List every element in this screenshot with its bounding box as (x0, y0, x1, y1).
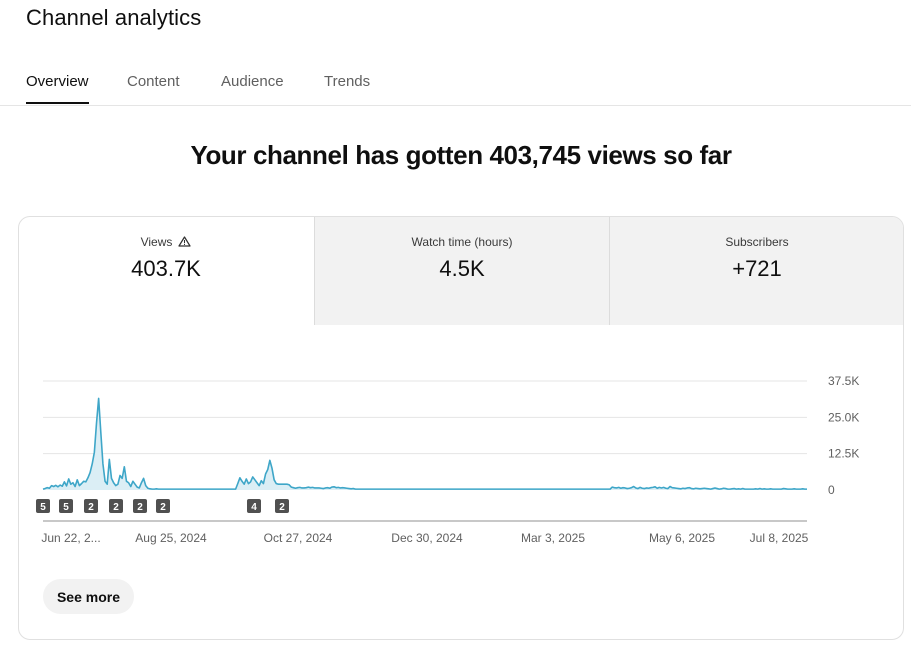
annotation-marker (59, 499, 73, 513)
annotation-marker-label: 5 (40, 502, 46, 513)
views-headline: Your channel has gotten 403,745 views so… (190, 140, 732, 170)
metric-subscribers[interactable]: Subscribers +721 (609, 217, 903, 325)
metric-views-value: 403.7K (131, 256, 201, 281)
annotation-marker (275, 499, 289, 513)
x-tick-label: Mar 3, 2025 (521, 531, 585, 545)
chart-grid (43, 380, 807, 522)
metric-views[interactable]: Views 403.7K (19, 217, 313, 325)
overview-card: Views 403.7K Watch time (hours) 4.5K Sub… (18, 216, 904, 640)
tab-trends[interactable]: Trends (324, 73, 371, 90)
see-more-button[interactable]: See more (43, 579, 134, 614)
chart-area (42, 397, 807, 490)
x-tick-label: Aug 25, 2024 (135, 531, 207, 545)
x-tick-label: May 6, 2025 (649, 531, 715, 545)
y-tick-label: 25.0K (828, 410, 859, 424)
warning-icon[interactable] (178, 236, 191, 250)
metric-watch-time-label: Watch time (hours) (411, 235, 513, 249)
annotation-marker (109, 499, 123, 513)
x-tick-label: Oct 27, 2024 (264, 531, 333, 545)
annotation-marker-label: 5 (63, 502, 69, 513)
annotation-marker (84, 499, 98, 513)
annotation-marker-label: 2 (113, 502, 119, 513)
y-axis-labels: 37.5K 25.0K 12.5K 0 (828, 374, 859, 497)
x-tick-label: Jun 22, 2... (41, 531, 100, 545)
annotation-markers: 5 5 2 2 2 2 4 2 (36, 499, 289, 513)
annotation-marker-label: 2 (88, 502, 94, 513)
x-axis-labels: Jun 22, 2... Aug 25, 2024 Oct 27, 2024 Dec … (41, 531, 808, 545)
tab-bar: Overview Content Audience Trends (0, 60, 911, 106)
annotation-marker (36, 499, 50, 513)
x-tick-label: Dec 30, 2024 (391, 531, 463, 545)
metric-watch-time-value: 4.5K (439, 256, 485, 281)
annotation-marker (133, 499, 147, 513)
metric-watch-time[interactable]: Watch time (hours) 4.5K (314, 217, 609, 325)
views-area-fill (43, 398, 807, 490)
y-tick-label: 12.5K (828, 447, 859, 461)
annotation-marker (156, 499, 170, 513)
views-chart: 37.5K 25.0K 12.5K 0 Jun 22, 2... Aug 25, 202… (36, 374, 859, 545)
views-series-line (42, 397, 807, 490)
annotation-marker-label: 2 (160, 502, 166, 513)
metric-subscribers-value: +721 (732, 256, 782, 281)
metric-views-label-row: Views (19, 235, 313, 250)
tab-content[interactable]: Content (127, 73, 180, 90)
tab-overview[interactable]: Overview (26, 73, 89, 104)
annotation-marker-label: 2 (279, 502, 285, 513)
metric-views-label: Views (140, 235, 173, 249)
x-tick-label: Jul 8, 2025 (750, 531, 809, 545)
annotation-marker (247, 499, 261, 513)
page-title: Channel analytics (26, 5, 202, 30)
metric-subscribers-label: Subscribers (725, 235, 789, 249)
tab-audience[interactable]: Audience (221, 73, 284, 90)
y-tick-label: 37.5K (828, 374, 859, 388)
annotation-marker-label: 4 (251, 502, 257, 513)
annotation-marker-label: 2 (137, 502, 143, 513)
y-tick-label: 0 (828, 483, 835, 497)
